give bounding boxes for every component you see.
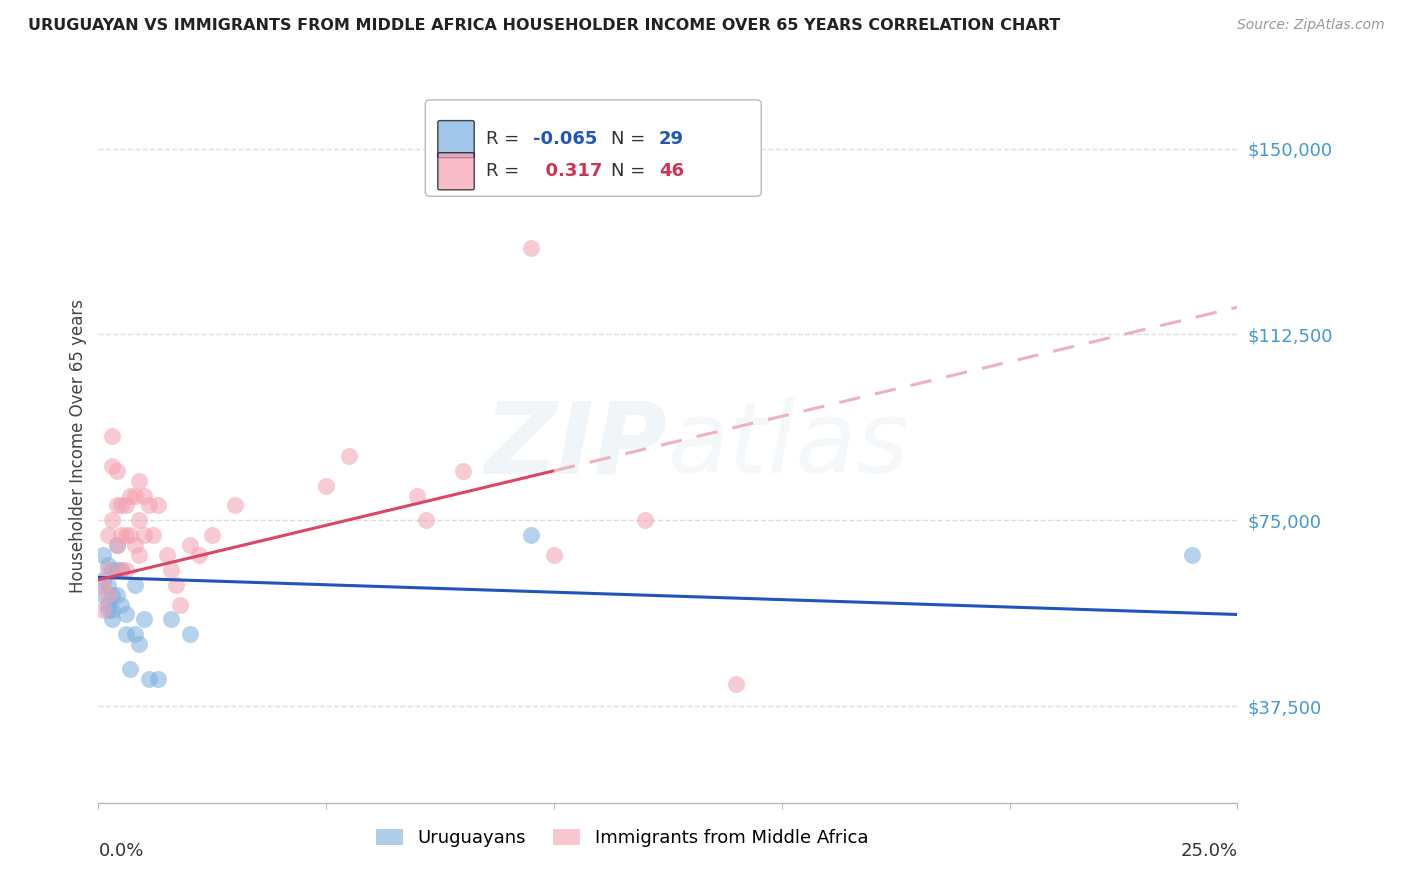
Y-axis label: Householder Income Over 65 years: Householder Income Over 65 years (69, 299, 87, 593)
Point (169, 598, 191, 612)
Point (124, 538, 146, 552)
Text: 29: 29 (659, 130, 683, 148)
Point (96, 558, 118, 572)
Point (156, 548, 179, 562)
Point (120, 489, 142, 503)
Text: 0.0%: 0.0% (98, 842, 143, 861)
Point (138, 499, 160, 513)
Point (105, 538, 128, 552)
Point (128, 474, 150, 488)
Point (96, 588, 118, 602)
Point (91, 588, 114, 602)
Point (96, 578, 118, 592)
Point (105, 563, 128, 577)
Point (101, 563, 124, 577)
Point (114, 563, 136, 577)
Text: URUGUAYAN VS IMMIGRANTS FROM MIDDLE AFRICA HOUSEHOLDER INCOME OVER 65 YEARS CORR: URUGUAYAN VS IMMIGRANTS FROM MIDDLE AFRI… (28, 18, 1060, 33)
Point (406, 489, 429, 503)
FancyBboxPatch shape (437, 153, 474, 190)
Point (146, 672, 169, 686)
Point (96, 563, 118, 577)
Point (124, 578, 146, 592)
Point (165, 578, 187, 592)
Text: R =: R = (485, 130, 524, 148)
Point (91, 573, 114, 587)
Point (725, 677, 748, 691)
Point (179, 538, 201, 552)
Text: N =: N = (612, 162, 651, 180)
Point (110, 499, 132, 513)
Point (91, 578, 114, 592)
Point (110, 563, 132, 577)
Point (224, 499, 246, 513)
Point (128, 637, 150, 651)
Point (451, 464, 474, 478)
FancyBboxPatch shape (437, 120, 474, 158)
Point (110, 528, 132, 542)
Point (146, 499, 169, 513)
Point (114, 528, 136, 542)
Point (520, 528, 543, 542)
Point (120, 662, 142, 676)
Text: Source: ZipAtlas.com: Source: ZipAtlas.com (1237, 18, 1385, 32)
Point (520, 241, 543, 255)
Point (634, 513, 657, 527)
Point (543, 548, 565, 562)
Point (132, 489, 155, 503)
Point (110, 598, 132, 612)
Point (124, 627, 146, 641)
Point (124, 489, 146, 503)
FancyBboxPatch shape (425, 100, 761, 196)
Point (201, 528, 224, 542)
Point (132, 528, 155, 542)
Text: 46: 46 (659, 162, 683, 180)
Point (138, 672, 160, 686)
Point (91, 548, 114, 562)
Point (1181, 548, 1204, 562)
Text: ZIP: ZIP (485, 398, 668, 494)
Point (96, 598, 118, 612)
Text: -0.065: -0.065 (533, 130, 598, 148)
Point (105, 499, 128, 513)
Point (128, 513, 150, 527)
Text: 0.317: 0.317 (533, 162, 603, 180)
Point (114, 607, 136, 622)
Point (105, 588, 128, 602)
Point (187, 548, 209, 562)
Point (315, 478, 337, 492)
Point (101, 429, 124, 443)
Text: 25.0%: 25.0% (1180, 842, 1237, 861)
Point (101, 588, 124, 602)
Point (337, 449, 360, 463)
Point (91, 602, 114, 616)
Point (142, 528, 165, 542)
Point (132, 612, 155, 626)
Point (415, 513, 437, 527)
Point (101, 458, 124, 473)
Point (101, 602, 124, 616)
Point (105, 464, 128, 478)
Text: R =: R = (485, 162, 524, 180)
Point (179, 627, 201, 641)
Text: N =: N = (612, 130, 651, 148)
Point (160, 612, 183, 626)
Point (114, 499, 136, 513)
Point (114, 627, 136, 641)
Point (160, 563, 183, 577)
Text: atlas: atlas (668, 398, 910, 494)
Point (128, 548, 150, 562)
Point (120, 528, 142, 542)
Point (110, 563, 132, 577)
Point (101, 612, 124, 626)
Point (101, 513, 124, 527)
Legend: Uruguayans, Immigrants from Middle Africa: Uruguayans, Immigrants from Middle Afric… (368, 822, 876, 855)
Point (96, 602, 118, 616)
Point (105, 538, 128, 552)
Point (96, 528, 118, 542)
